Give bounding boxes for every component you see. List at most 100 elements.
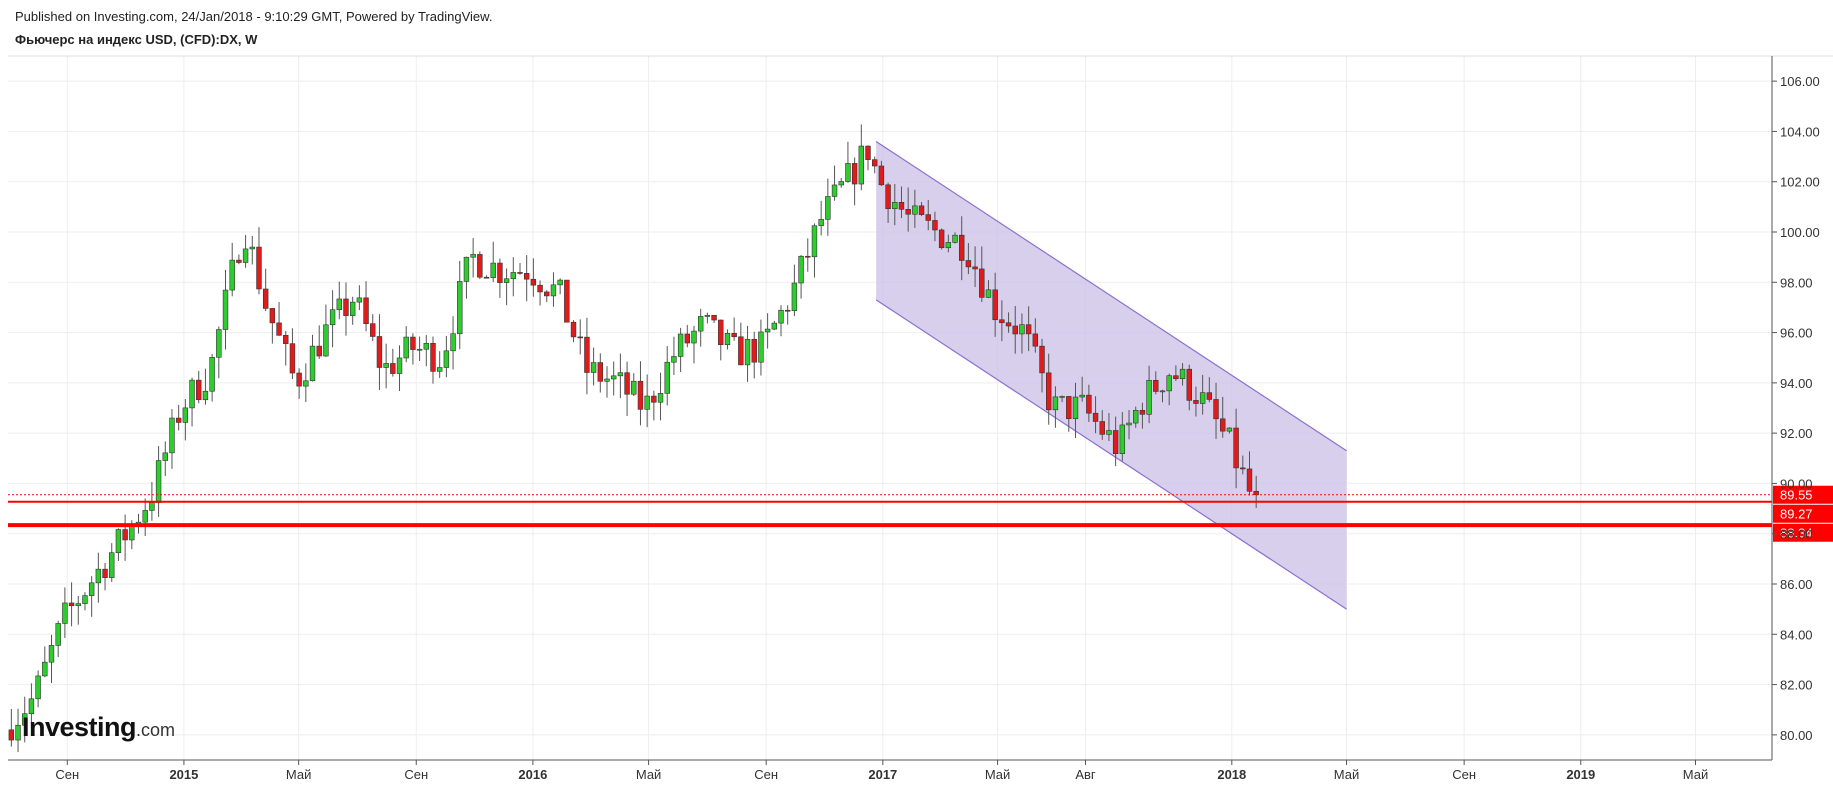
- candle-body: [878, 165, 885, 186]
- candle-body: [236, 259, 242, 263]
- candle-body: [169, 417, 175, 454]
- candle-body: [938, 229, 945, 249]
- candle-body: [1079, 394, 1085, 398]
- candle-body: [276, 322, 282, 336]
- candle-body: [1166, 375, 1172, 392]
- candle-body: [82, 595, 88, 604]
- candle-body: [443, 350, 450, 368]
- support-levels[interactable]: 89.55 89.27 88.34: [8, 485, 1833, 542]
- candle-body: [958, 234, 965, 261]
- candlestick-series: [8, 124, 1259, 753]
- candle-body: [122, 529, 128, 541]
- candle-body: [631, 380, 637, 395]
- candle-body: [965, 260, 972, 268]
- channel-lower-line: [875, 299, 1347, 610]
- candle-body: [744, 338, 751, 366]
- candle-body: [15, 724, 21, 741]
- y-tick-label: 92.00: [1780, 426, 1813, 441]
- level-tag: [1773, 485, 1833, 504]
- level-tag: [1773, 523, 1833, 542]
- candle-body: [216, 329, 222, 358]
- candle-body: [590, 362, 597, 373]
- candle-body: [610, 375, 617, 380]
- candle-body: [390, 363, 396, 374]
- candle-body: [818, 219, 824, 227]
- x-tick-label: 2018: [1217, 767, 1246, 782]
- candle-body: [845, 163, 851, 182]
- level-tag: [1773, 504, 1833, 523]
- candle-body: [1005, 322, 1012, 327]
- candle-body: [1159, 390, 1166, 393]
- candle-body: [791, 282, 798, 311]
- y-tick-label: 96.00: [1780, 326, 1813, 341]
- candle-body: [155, 460, 162, 503]
- candle-body: [724, 333, 731, 346]
- candle-body: [336, 298, 342, 310]
- candle-body: [249, 246, 255, 250]
- candle-body: [979, 268, 985, 298]
- candle-body: [1099, 421, 1105, 435]
- candle-body: [871, 159, 878, 167]
- candle-body: [383, 363, 389, 368]
- candle-body: [624, 372, 630, 395]
- candle-body: [1240, 467, 1246, 470]
- logo-text: Investing: [22, 712, 137, 742]
- candle-body: [858, 145, 865, 185]
- x-tick-label: Май: [1683, 767, 1708, 782]
- candle-body: [356, 297, 363, 303]
- candle-body: [102, 568, 108, 578]
- candle-body: [436, 367, 443, 372]
- candle-body: [1066, 396, 1072, 420]
- price-axis[interactable]: 106.00 104.00 102.00 100.00 98.00 96.00 94.00 9…: [1771, 56, 1820, 760]
- candle-body: [805, 255, 811, 258]
- candle-body: [1179, 368, 1186, 380]
- candle-body: [664, 361, 670, 394]
- symbol-title: Фьючерс на индекс USD, (CFD):DX, W: [15, 32, 258, 47]
- candle-body: [35, 675, 41, 700]
- candle-body: [885, 184, 891, 210]
- candle-body: [1153, 379, 1159, 392]
- candle-body: [189, 379, 195, 409]
- channel-upper-line: [875, 140, 1347, 452]
- candle-body: [1032, 333, 1039, 347]
- candle-body: [865, 145, 871, 160]
- candle-body: [95, 568, 102, 584]
- candle-body: [115, 529, 122, 554]
- candle-body: [764, 328, 771, 333]
- candle-body: [1233, 427, 1239, 469]
- candle-body: [256, 246, 262, 290]
- candle-body: [222, 289, 229, 330]
- candle-body: [1193, 400, 1199, 404]
- candle-body: [175, 417, 182, 423]
- candle-body: [1012, 325, 1018, 335]
- candle-body: [510, 272, 517, 280]
- candle-body: [490, 262, 496, 278]
- candle-body: [410, 336, 416, 350]
- candle-body: [416, 348, 423, 351]
- candle-body: [309, 345, 316, 382]
- trend-channel[interactable]: [875, 140, 1347, 610]
- candle-body: [497, 262, 503, 283]
- candle-body: [42, 661, 48, 677]
- time-axis[interactable]: Сен 2015 Май Сен 2016 Май Сен 2017 Май Авг 2018 Май…: [8, 759, 1772, 782]
- candle-body: [1186, 368, 1192, 401]
- candle-body: [1072, 396, 1079, 420]
- candle-body: [704, 315, 711, 317]
- candle-body: [564, 279, 570, 323]
- candle-body: [952, 234, 958, 243]
- candle-body: [376, 336, 383, 368]
- candle-body: [503, 278, 510, 283]
- y-tick-label: 84.00: [1780, 627, 1813, 642]
- candle-body: [851, 163, 858, 185]
- candle-body: [316, 345, 322, 357]
- level-tag-label: 89.27: [1780, 507, 1813, 522]
- candle-body: [1119, 424, 1126, 454]
- x-tick-label: Май: [985, 767, 1010, 782]
- y-tick-label: 88.00: [1780, 527, 1813, 542]
- candle-body: [262, 288, 269, 309]
- x-tick-label: Май: [286, 767, 311, 782]
- candle-body: [550, 284, 557, 297]
- candle-body: [831, 184, 838, 197]
- channel-fill: [876, 141, 1347, 610]
